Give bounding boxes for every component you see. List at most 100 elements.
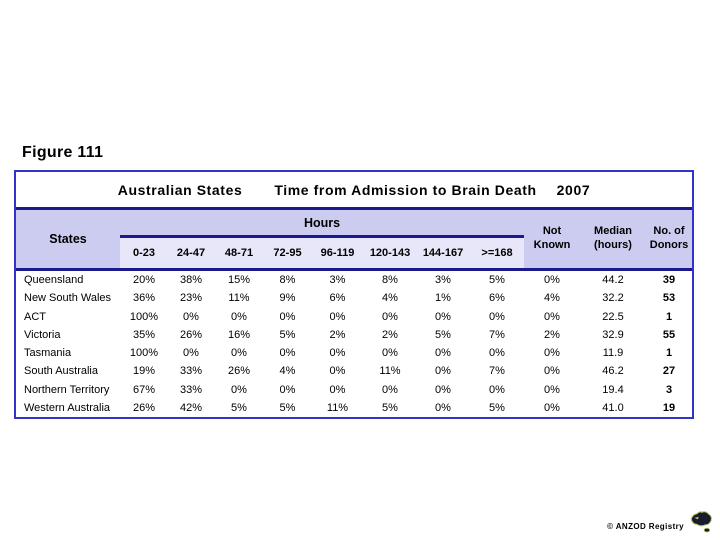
pct-cell-120-143: 4% bbox=[382, 292, 398, 305]
pct-cell-ge168: 5% bbox=[489, 401, 505, 414]
header-range-120-143: 120-143 bbox=[364, 238, 416, 268]
median-cell: 41.0 bbox=[602, 401, 624, 414]
state-name-cell: Tasmania bbox=[24, 347, 72, 360]
pct-cell-120-143: 0% bbox=[382, 347, 398, 360]
pct-cell-144-167: 0% bbox=[435, 347, 451, 360]
anzod-australia-logo-icon bbox=[690, 511, 712, 533]
data-table: Australian States Time from Admission to… bbox=[14, 170, 694, 419]
header-range-72-95: 72-95 bbox=[264, 238, 311, 268]
header-range-48-71: 48-71 bbox=[214, 238, 264, 268]
pct-cell-ge168: 0% bbox=[489, 310, 505, 323]
donors-cell: 1 bbox=[665, 310, 673, 323]
table-header: States Hours 0-23 24-47 48-71 72-95 96-1… bbox=[16, 210, 692, 271]
pct-cell-not-known: 0% bbox=[544, 365, 560, 378]
header-range-24-47: 24-47 bbox=[168, 238, 214, 268]
pct-cell-48-71: 0% bbox=[231, 310, 247, 323]
pct-cell-not-known: 0% bbox=[544, 310, 560, 323]
pct-cell-144-167: 0% bbox=[435, 365, 451, 378]
table-row: Northern Territory 67% 33% 0% 0% 0% 0% 0… bbox=[16, 381, 692, 399]
pct-cell-72-95: 8% bbox=[279, 274, 296, 287]
pct-cell-48-71: 26% bbox=[227, 365, 251, 378]
pct-cell-24-47: 38% bbox=[179, 274, 203, 287]
pct-cell-48-71: 11% bbox=[228, 292, 250, 305]
pct-cell-120-143: 0% bbox=[382, 383, 398, 396]
table-body: Queensland 20% 38% 15% 8% 3% 8% 3% 5% 0%… bbox=[16, 271, 692, 417]
pct-cell-120-143: 2% bbox=[382, 328, 398, 341]
table-title-subject: Australian States bbox=[117, 181, 243, 198]
pct-cell-120-143: 8% bbox=[382, 274, 398, 287]
median-cell: 11.9 bbox=[602, 347, 624, 360]
header-range-ge168: >=168 bbox=[470, 238, 524, 268]
pct-cell-96-119: 11% bbox=[326, 401, 349, 414]
header-median-line1: Median bbox=[594, 225, 632, 238]
state-name-cell: Queensland bbox=[24, 274, 84, 287]
donors-cell: 55 bbox=[662, 328, 676, 341]
pct-cell-0-23: 20% bbox=[132, 274, 156, 287]
pct-cell-ge168: 7% bbox=[489, 328, 505, 341]
pct-cell-not-known: 0% bbox=[544, 347, 560, 360]
table-title: Australian States Time from Admission to… bbox=[16, 172, 692, 210]
pct-cell-48-71: 0% bbox=[231, 347, 247, 360]
state-name-cell: Northern Territory bbox=[24, 383, 110, 396]
pct-cell-72-95: 4% bbox=[279, 365, 296, 378]
table-row: Tasmania 100% 0% 0% 0% 0% 0% 0% 0% 0% 11… bbox=[16, 344, 692, 362]
median-cell: 32.9 bbox=[602, 328, 624, 341]
pct-cell-72-95: 0% bbox=[279, 310, 296, 323]
donors-cell: 39 bbox=[662, 274, 676, 287]
pct-cell-144-167: 3% bbox=[435, 274, 451, 287]
header-donors-line2: Donors bbox=[649, 239, 689, 251]
table-row: ACT 100% 0% 0% 0% 0% 0% 0% 0% 0% 22.5 1 bbox=[16, 308, 692, 326]
pct-cell-0-23: 26% bbox=[132, 401, 156, 414]
header-not-known: Not Known bbox=[524, 210, 580, 268]
header-median-line2: (hours) bbox=[594, 239, 632, 251]
pct-cell-ge168: 5% bbox=[489, 274, 505, 287]
header-median: Median (hours) bbox=[580, 210, 646, 268]
pct-cell-ge168: 7% bbox=[489, 365, 505, 378]
donors-cell: 19 bbox=[662, 401, 676, 414]
pct-cell-0-23: 19% bbox=[132, 365, 156, 378]
pct-cell-48-71: 5% bbox=[231, 401, 247, 414]
median-cell: 44.2 bbox=[602, 274, 624, 287]
median-cell: 19.4 bbox=[602, 383, 624, 396]
pct-cell-0-23: 100% bbox=[129, 347, 159, 360]
footer: © ANZOD Registry bbox=[607, 508, 714, 536]
pct-cell-120-143: 0% bbox=[382, 310, 398, 323]
pct-cell-96-119: 0% bbox=[329, 365, 346, 378]
pct-cell-144-167: 5% bbox=[435, 328, 451, 341]
header-range-0-23: 0-23 bbox=[120, 238, 168, 268]
pct-cell-not-known: 0% bbox=[544, 274, 560, 287]
header-donors: No. of Donors bbox=[646, 210, 692, 268]
pct-cell-24-47: 23% bbox=[179, 292, 203, 305]
pct-cell-48-71: 16% bbox=[227, 328, 251, 341]
pct-cell-24-47: 0% bbox=[183, 310, 199, 323]
pct-cell-96-119: 0% bbox=[329, 310, 346, 323]
pct-cell-0-23: 35% bbox=[132, 328, 156, 341]
figure-label: Figure 111 bbox=[22, 144, 104, 161]
pct-cell-120-143: 5% bbox=[382, 401, 398, 414]
pct-cell-72-95: 0% bbox=[279, 347, 296, 360]
pct-cell-not-known: 2% bbox=[544, 328, 560, 341]
table-title-year: 2007 bbox=[556, 181, 591, 198]
pct-cell-96-119: 0% bbox=[329, 347, 346, 360]
state-name-cell: ACT bbox=[24, 310, 46, 323]
pct-cell-0-23: 67% bbox=[132, 383, 156, 396]
pct-cell-96-119: 0% bbox=[329, 383, 346, 396]
pct-cell-not-known: 0% bbox=[544, 401, 560, 414]
header-range-96-119: 96-119 bbox=[311, 238, 364, 268]
header-range-144-167: 144-167 bbox=[416, 238, 470, 268]
pct-cell-0-23: 36% bbox=[132, 292, 156, 305]
pct-cell-48-71: 0% bbox=[231, 383, 247, 396]
pct-cell-96-119: 6% bbox=[329, 292, 346, 305]
median-cell: 22.5 bbox=[602, 310, 624, 323]
header-states: States bbox=[49, 232, 87, 246]
pct-cell-24-47: 26% bbox=[179, 328, 203, 341]
pct-cell-144-167: 0% bbox=[435, 383, 451, 396]
state-name-cell: Western Australia bbox=[24, 401, 111, 414]
donors-cell: 27 bbox=[662, 365, 676, 378]
pct-cell-24-47: 0% bbox=[183, 347, 199, 360]
table-row: South Australia 19% 33% 26% 4% 0% 11% 0%… bbox=[16, 362, 692, 380]
table-row: Queensland 20% 38% 15% 8% 3% 8% 3% 5% 0%… bbox=[16, 271, 692, 289]
pct-cell-72-95: 9% bbox=[279, 292, 296, 305]
pct-cell-24-47: 33% bbox=[179, 365, 203, 378]
table-row: Victoria 35% 26% 16% 5% 2% 2% 5% 7% 2% 3… bbox=[16, 326, 692, 344]
